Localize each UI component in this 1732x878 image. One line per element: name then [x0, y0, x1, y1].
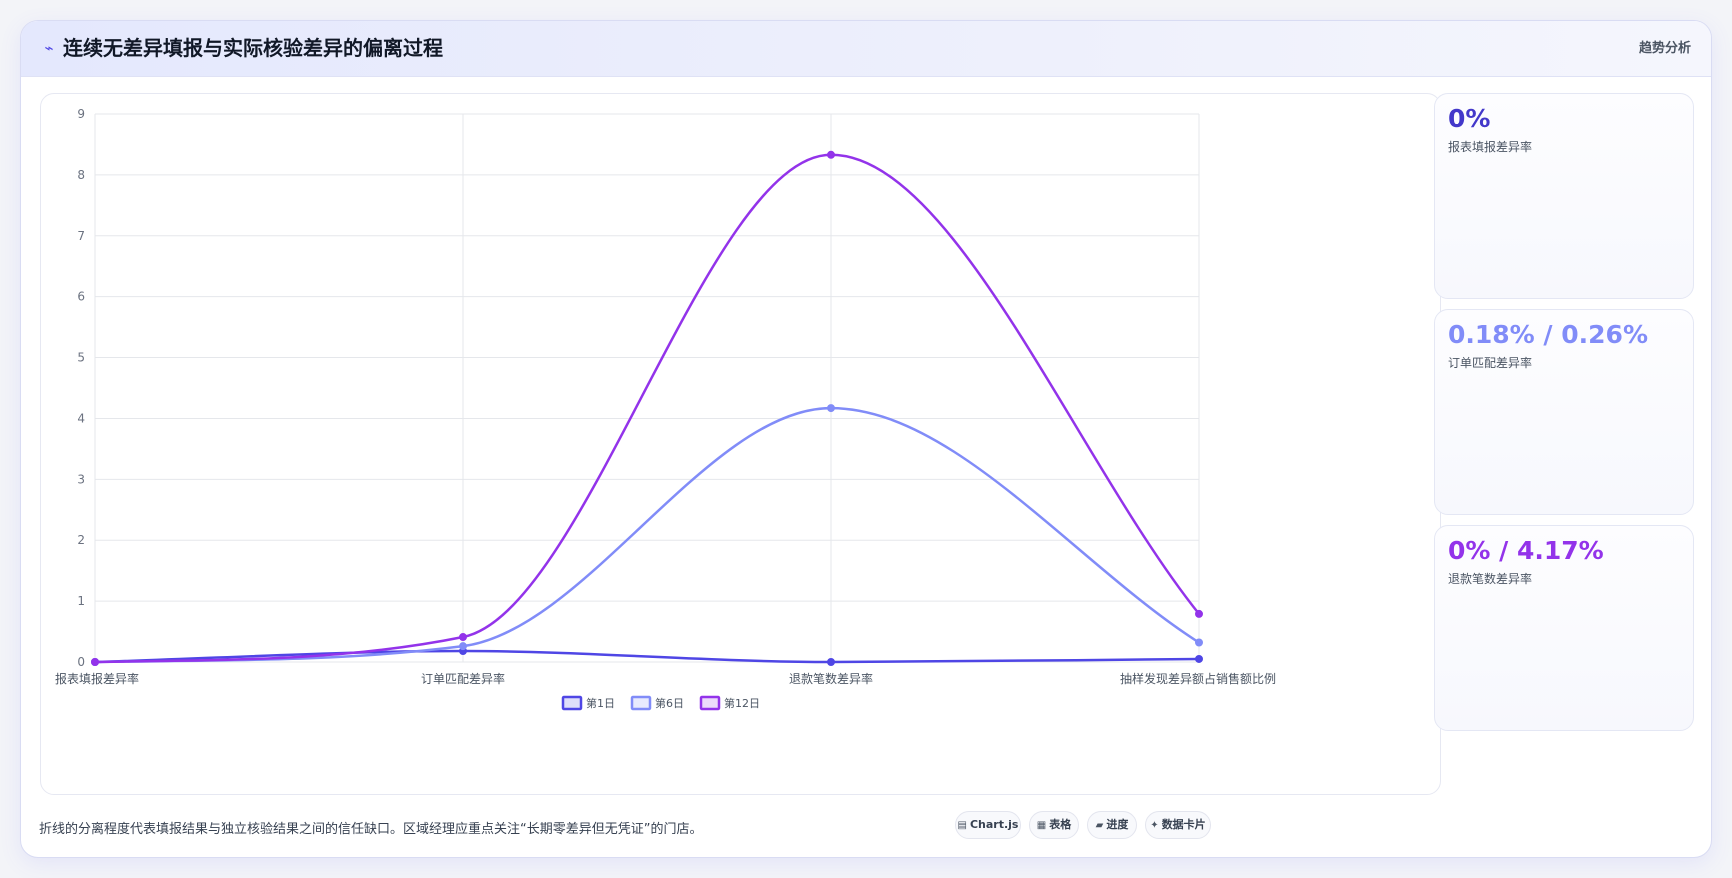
- x-tick-label: 报表填报差异率: [55, 671, 139, 686]
- legend-label: 第1日: [586, 696, 615, 710]
- data-point: [1195, 638, 1203, 647]
- y-tick-label: 0: [77, 655, 85, 669]
- stat-card-refund: 0% / 4.17% 退款笔数差异率: [1434, 525, 1694, 731]
- trend-line-icon: ⌁: [44, 39, 54, 57]
- data-point: [827, 404, 835, 413]
- data-point: [459, 642, 467, 651]
- data-card-button[interactable]: ✦ 数据卡片: [1145, 811, 1211, 839]
- legend-swatch: [561, 695, 583, 711]
- y-tick-label: 3: [77, 472, 85, 486]
- data-point: [1195, 609, 1203, 618]
- card-header: ⌁ 连续无差异填报与实际核验差异的偏离过程 趋势分析: [21, 21, 1711, 77]
- data-point: [1195, 654, 1203, 663]
- legend-label: 第12日: [724, 696, 760, 710]
- button-label: 进度: [1106, 818, 1129, 831]
- chartjs-button[interactable]: ▤ Chart.js: [955, 811, 1021, 839]
- y-tick-label: 2: [77, 533, 85, 547]
- stat-value: 0%: [1448, 104, 1491, 133]
- chart-icon: ▤: [957, 820, 967, 831]
- card-icon: ✦: [1150, 820, 1159, 831]
- y-tick-label: 4: [77, 411, 85, 425]
- button-label: 表格: [1049, 818, 1072, 831]
- series-line-2: [93, 406, 1201, 664]
- legend-swatch: [630, 695, 652, 711]
- stat-card-report: 0% 报表填报差异率: [1434, 93, 1694, 299]
- data-point: [827, 658, 835, 666]
- stat-value: 0.18% / 0.26%: [1448, 320, 1648, 349]
- series-line-1: [93, 649, 1201, 664]
- y-tick-label: 1: [77, 594, 85, 608]
- footer-note: 折线的分离程度代表填报结果与独立核验结果之间的信任缺口。区域经理应重点关注“长期…: [39, 822, 703, 837]
- button-label: 数据卡片: [1161, 818, 1206, 831]
- x-tick-label: 订单匹配差异率: [421, 671, 505, 686]
- table-icon: ▦: [1036, 820, 1047, 831]
- stat-card-order: 0.18% / 0.26% 订单匹配差异率: [1434, 309, 1694, 515]
- stat-label: 订单匹配差异率: [1448, 356, 1533, 370]
- y-tick-label: 8: [77, 168, 85, 182]
- card-title: 连续无差异填报与实际核验差异的偏离过程: [63, 36, 443, 60]
- series-line-3: [93, 153, 1201, 664]
- y-tick-label: 5: [77, 351, 85, 365]
- legend-label: 第6日: [655, 696, 684, 710]
- x-tick-label: 退款笔数差异率: [789, 671, 873, 686]
- progress-icon: ▰: [1095, 820, 1104, 831]
- trend-analysis-label[interactable]: 趋势分析: [1638, 41, 1691, 56]
- data-point: [459, 633, 467, 642]
- stat-label: 报表填报差异率: [1448, 140, 1533, 154]
- main-card: ⌁ 连续无差异填报与实际核验差异的偏离过程 趋势分析 0 1 2 3 4 5 6 7 8 9 报表填…: [20, 20, 1712, 858]
- data-point: [91, 658, 99, 666]
- button-label: Chart.js: [969, 818, 1019, 831]
- y-tick-label: 6: [77, 290, 85, 304]
- table-button[interactable]: ▦ 表格: [1029, 811, 1079, 839]
- stat-label: 退款笔数差异率: [1448, 572, 1533, 586]
- progress-button[interactable]: ▰ 进度: [1087, 811, 1137, 839]
- y-tick-label: 7: [77, 229, 85, 243]
- line-chart: 0 1 2 3 4 5 6 7 8 9 报表填报差异率 订单匹配差异率 退款笔数差异率 抽样发现差异额占销…: [55, 107, 1276, 711]
- chart-panel: 0 1 2 3 4 5 6 7 8 9 报表填报差异率 订单匹配差异率 退款笔数差异率 抽样发现差异额占销…: [40, 93, 1441, 795]
- y-tick-label: 9: [77, 107, 85, 121]
- data-point: [827, 150, 835, 159]
- legend-swatch: [699, 695, 721, 711]
- stat-value: 0% / 4.17%: [1448, 536, 1604, 565]
- x-tick-label: 抽样发现差异额占销售额比例: [1120, 671, 1276, 686]
